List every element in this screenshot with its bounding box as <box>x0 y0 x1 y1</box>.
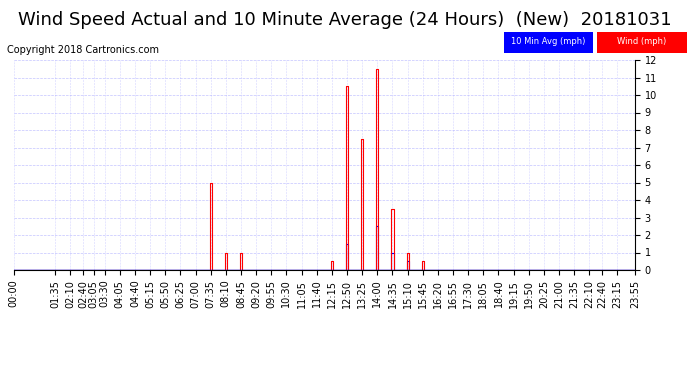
Text: Copyright 2018 Cartronics.com: Copyright 2018 Cartronics.com <box>7 45 159 55</box>
Text: Wind Speed Actual and 10 Minute Average (24 Hours)  (New)  20181031: Wind Speed Actual and 10 Minute Average … <box>18 11 672 29</box>
Text: Wind (mph): Wind (mph) <box>617 38 667 46</box>
Text: 10 Min Avg (mph): 10 Min Avg (mph) <box>511 38 586 46</box>
